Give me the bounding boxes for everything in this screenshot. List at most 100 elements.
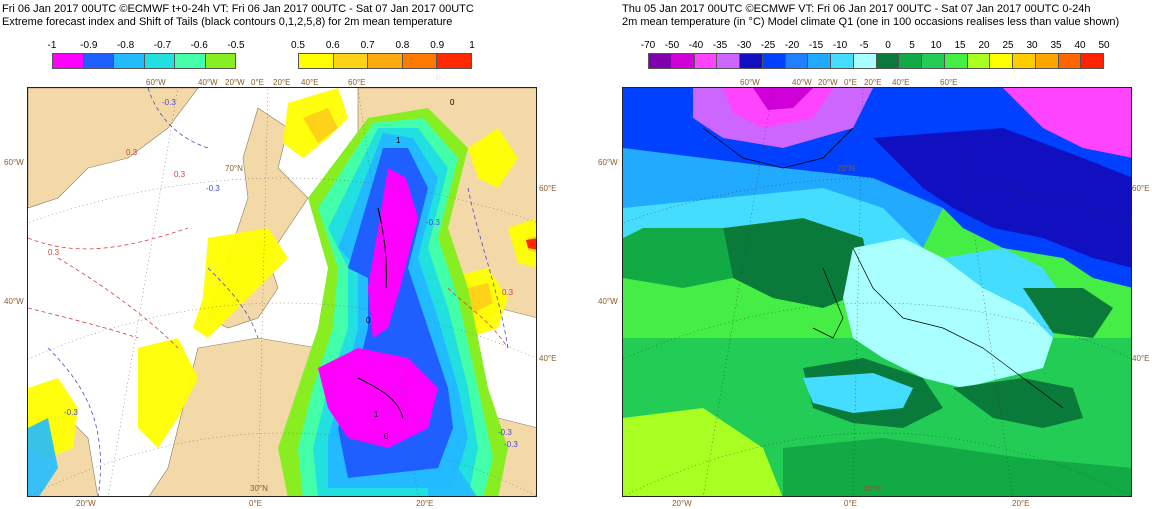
contour-label: 1 (374, 410, 379, 419)
legend-label: -10 (832, 40, 848, 51)
contour-label: -0.3 (206, 184, 220, 193)
lon-label: 20°W (818, 78, 838, 87)
temperature-panel: Thu 05 Jan 2017 00UTC ©ECMWF VT: Fri 06 … (576, 0, 1152, 509)
lon-label: 0°E (844, 78, 857, 87)
legend-label: 15 (954, 40, 966, 51)
contour-label: 0 (450, 98, 455, 107)
legend-swatch (1081, 54, 1103, 68)
legend-label: -0.6 (190, 40, 208, 51)
contour-label: 0 (366, 316, 371, 325)
legend-swatch (333, 54, 369, 68)
legend-label: 25 (1002, 40, 1014, 51)
legend-swatch (694, 54, 718, 68)
legend-label: -0.9 (80, 40, 98, 51)
contour-label: 0 (384, 432, 389, 441)
legend-label: 30 (1026, 40, 1038, 51)
legend-label: -20 (784, 40, 800, 51)
legend-swatch (944, 54, 968, 68)
lat-label: 60°W (4, 158, 24, 167)
legend-label: -1 (47, 40, 57, 51)
legend-swatch (808, 54, 831, 68)
efi-positive-orange (303, 108, 536, 313)
temp-header-line2: 2m mean temperature (in °C) Model climat… (622, 16, 1120, 28)
legend-swatch (402, 54, 438, 68)
legend-label: -25 (760, 40, 776, 51)
efi-header-line1: Fri 06 Jan 2017 00UTC ©ECMWF t+0-24h VT:… (2, 3, 474, 15)
lon-label: 20°W (672, 499, 692, 508)
legend-swatch (1013, 54, 1036, 68)
legend-label: 0.9 (430, 40, 445, 51)
efi-header-line2: Extreme forecast index and Shift of Tail… (2, 16, 453, 28)
legend-swatch (437, 54, 471, 68)
lon-label: 20°E (1012, 499, 1030, 508)
legend-label: 0.8 (395, 40, 410, 51)
efi-black-contours (357, 207, 404, 419)
efi-map-svg (28, 88, 536, 496)
efi-positive-red (526, 238, 536, 250)
legend-label: 10 (930, 40, 942, 51)
legend-label: -0.8 (116, 40, 135, 51)
lon-label: 60°W (146, 78, 166, 87)
lat-label: 60°W (598, 158, 618, 167)
lat-label: 40°E (1132, 354, 1150, 363)
lon-label: 0°E (251, 78, 264, 87)
legend-swatch (299, 54, 334, 68)
legend-label: -15 (808, 40, 824, 51)
legend-swatch (899, 54, 922, 68)
lon-label: 40°W (792, 78, 812, 87)
temperature-map: 70°N 30°N (622, 87, 1132, 497)
contour-label: -0.3 (498, 428, 512, 437)
legend-label: -40 (688, 40, 704, 51)
legend-swatch (831, 54, 854, 68)
legend-swatch (1035, 54, 1059, 68)
legend-swatch (175, 54, 206, 68)
lat-label: 40°W (4, 297, 24, 306)
temp-header-line1: Thu 05 Jan 2017 00UTC ©ECMWF VT: Fri 06 … (622, 3, 1091, 15)
legend-label: -30 (736, 40, 752, 51)
lat-label: 60°E (539, 184, 557, 193)
legend-swatch (53, 54, 84, 68)
efi-graticule (28, 88, 536, 496)
legend-label: 35 (1050, 40, 1062, 51)
legend-swatch (671, 54, 695, 68)
legend-label: 1 (469, 40, 475, 51)
efi-legend-negative-labels: -1 -0.9 -0.8 -0.7 -0.6 -0.5 (48, 40, 245, 53)
legend-swatch (144, 54, 175, 68)
legend-swatch (922, 54, 945, 68)
legend-label: 50 (1098, 40, 1110, 51)
efi-panel: Fri 06 Jan 2017 00UTC ©ECMWF t+0-24h VT:… (2, 3, 557, 508)
legend-label: -50 (664, 40, 680, 51)
temp-legend-labels: -70 -50 -40 -35 -30 -25 -20 -15 -10 -5 0 5 10 15 20 25 3… (641, 40, 1110, 53)
contour-label: -0.3 (426, 218, 440, 227)
lon-label: 60°E (348, 78, 366, 87)
legend-label: -35 (712, 40, 728, 51)
lon-label: 60°W (740, 78, 760, 87)
legend-swatch (853, 54, 877, 68)
legend-swatch (876, 54, 900, 68)
legend-swatch (967, 54, 991, 68)
legend-label: 0.7 (360, 40, 375, 51)
legend-label: 0.5 (291, 40, 305, 51)
legend-swatch (1058, 54, 1082, 68)
legend-label: 0 (885, 40, 891, 51)
legend-swatch (83, 54, 114, 68)
legend-label: -0.5 (227, 40, 245, 51)
lat-label: 30°N (863, 484, 881, 493)
efi-negative-field (278, 108, 508, 496)
lat-label: 70°N (225, 164, 243, 173)
legend-swatch (114, 54, 145, 68)
contour-label: 0.3 (502, 288, 514, 297)
temp-graticule (623, 88, 1131, 496)
efi-legend-positive-labels: 0.5 0.6 0.7 0.8 0.9 1 (291, 40, 475, 53)
lon-label: 0°E (249, 499, 262, 508)
legend-label: 5 (909, 40, 915, 51)
legend-swatch (762, 54, 786, 68)
contour-label: -0.3 (64, 408, 78, 417)
lat-label: 70°N (837, 164, 855, 173)
legend-swatch (717, 54, 740, 68)
lon-label: 20°E (864, 78, 882, 87)
lat-label: 30°N (250, 484, 268, 493)
lat-label: 40°W (598, 297, 618, 306)
lon-label: 40°E (301, 78, 319, 87)
contour-label: 0.3 (174, 170, 186, 179)
